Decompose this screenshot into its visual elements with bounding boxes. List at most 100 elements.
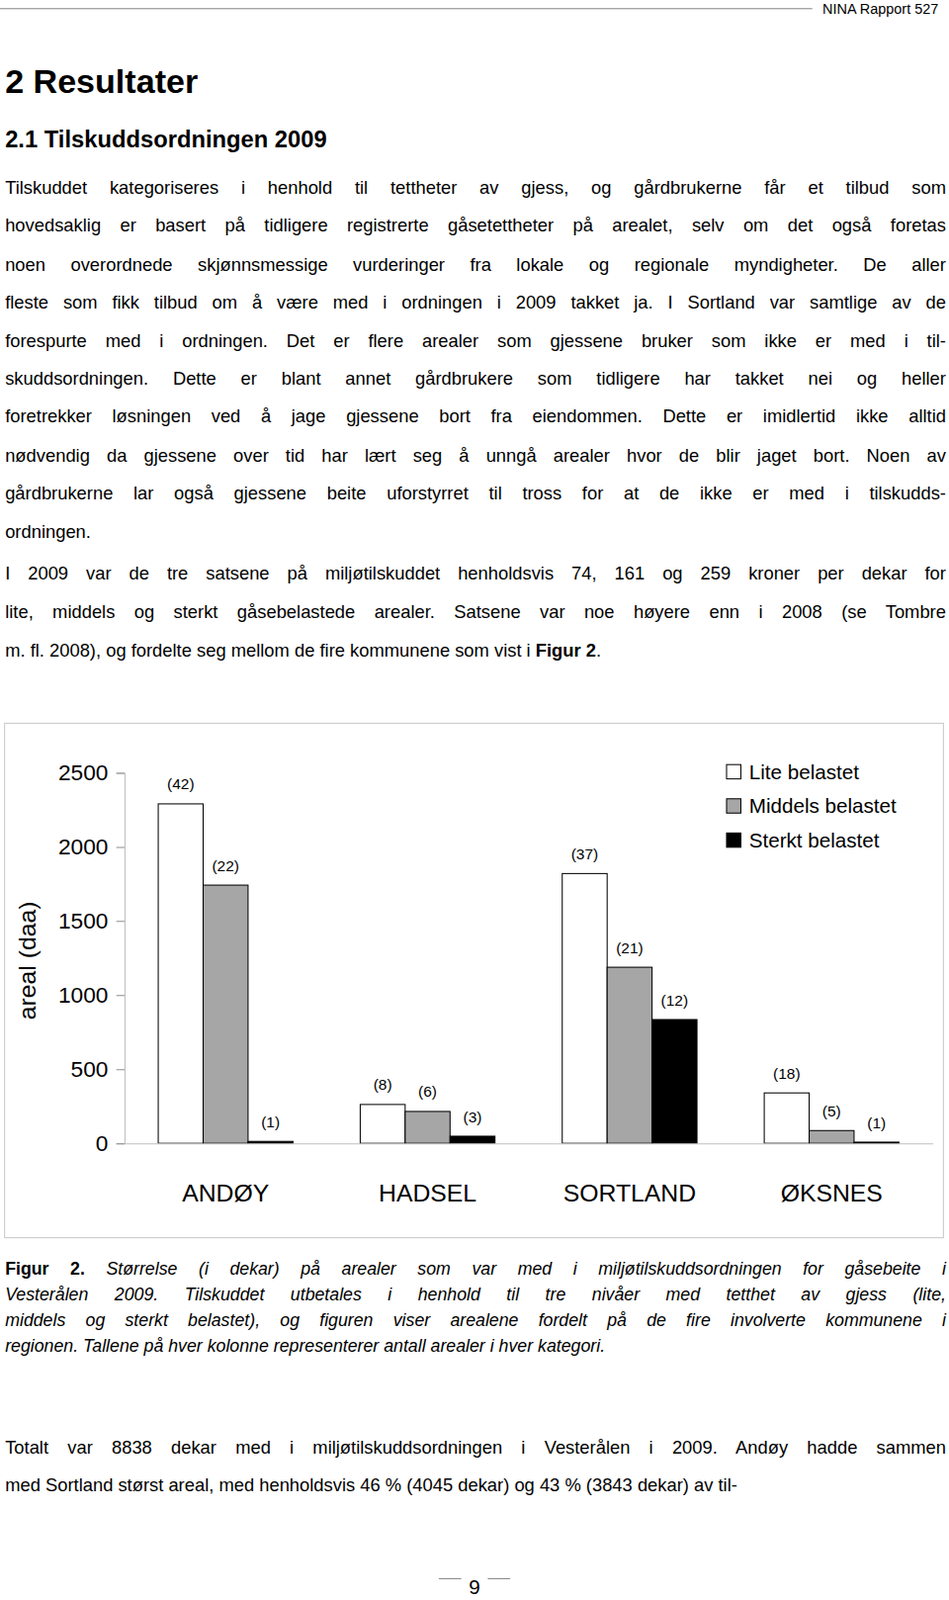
count-label: (42) — [167, 775, 195, 792]
tick: 2500 — [58, 759, 125, 785]
text-line: Figur 2. Størrelse (i dekar) på arealer … — [4, 1256, 947, 1283]
count-label: (18) — [773, 1064, 801, 1082]
tick-mark — [116, 772, 125, 774]
text-line: ordningen. — [4, 513, 947, 552]
axis-line — [116, 773, 126, 1144]
footer-rule — [438, 1577, 462, 1579]
tick-label: HADSEL — [378, 1179, 477, 1207]
text-span: . — [596, 639, 602, 661]
bar — [562, 872, 607, 1143]
tick: ØKSNES — [780, 1142, 883, 1207]
legend-label: Lite belastet — [749, 760, 860, 783]
bar — [359, 1104, 405, 1143]
count-label: (22) — [211, 857, 240, 874]
legend-swatch — [726, 764, 741, 778]
tick-label: ANDØY — [181, 1179, 269, 1207]
tick: 500 — [71, 1055, 125, 1082]
text-line: fleste som fikk tilbud om å være med i o… — [4, 283, 947, 323]
tick: ANDØY — [181, 1142, 269, 1207]
bar — [449, 1135, 495, 1143]
bar — [854, 1141, 899, 1143]
text-line: Tilskuddet kategoriseres i henhold til t… — [4, 169, 947, 208]
bold-text: Figur 2 — [535, 639, 597, 661]
footer-rule — [487, 1577, 511, 1579]
page-number: 9 — [464, 1575, 486, 1599]
text-span: m. fl. 2008), og fordelte seg mellom de … — [4, 639, 536, 661]
text-line: nødvendig da gjessene over tid har lært … — [4, 436, 947, 476]
text-line: I 2009 var de tre satsene på miljøtilsku… — [4, 555, 947, 595]
tick-label: 0 — [95, 1129, 109, 1156]
bar — [405, 1111, 450, 1143]
count-label: (37) — [571, 845, 600, 863]
legend-item: Middels belastet — [726, 793, 897, 817]
paragraph: I 2009 var de tre satsene på miljøtilsku… — [4, 555, 947, 671]
tick-label: 2500 — [58, 759, 109, 785]
text-line: hovedsaklig er basert på tidligere regis… — [4, 207, 947, 247]
bold-text: Figur 2. — [4, 1258, 86, 1280]
text-line: forespurte med i ordningen. Det er flere… — [4, 322, 947, 361]
legend-item: Sterkt belastet — [726, 828, 880, 852]
paragraph: Totalt var 8838 dekar med i miljøtilskud… — [4, 1428, 947, 1505]
y-axis: 0 500 1000 1500 2000 2500 — [58, 759, 126, 1156]
count-label: (5) — [822, 1102, 842, 1120]
tick: HADSEL — [378, 1142, 477, 1207]
tick-mark — [116, 920, 125, 922]
count-label: (1) — [866, 1114, 886, 1131]
chart: 0 500 1000 1500 2000 2500 ANDØY HADSEL SORTLAND Ø… — [4, 723, 944, 1237]
axis-line — [124, 1142, 934, 1144]
chart-frame: 0 500 1000 1500 2000 2500 ANDØY HADSEL SORTLAND Ø… — [3, 722, 945, 1238]
bar — [202, 884, 248, 1143]
text-line: skuddsordningen. Dette er blant annet gå… — [4, 359, 947, 399]
count-label: (1) — [260, 1113, 280, 1130]
tick-mark — [116, 994, 125, 996]
text-line: gårdbrukerne lar også gjessene beite ufo… — [4, 474, 947, 514]
bar — [764, 1092, 809, 1143]
tick-label: 2000 — [58, 833, 109, 860]
tick: 1000 — [58, 981, 125, 1008]
bar — [652, 1019, 697, 1143]
count-label: (21) — [615, 939, 644, 956]
tick-mark — [116, 1142, 125, 1144]
text-line: med Sortland størst areal, med henholdsv… — [4, 1466, 947, 1506]
running-header: NINA Rapport 527 — [822, 0, 939, 19]
text-line: lite, middels og sterkt gåsebelastede ar… — [4, 593, 947, 632]
tick-label: 500 — [71, 1055, 109, 1082]
count-label: (8) — [373, 1075, 393, 1093]
count-labels: (42) (8) (37) (18) (22) (6) (21) (5) (1) (3) (12) (… — [167, 775, 886, 1130]
legend: Lite belastet Middels belastet Sterkt bela… — [726, 760, 897, 852]
text-line: Totalt var 8838 dekar med i miljøtilskud… — [4, 1428, 947, 1467]
bar — [809, 1129, 855, 1143]
count-label: (3) — [463, 1108, 483, 1125]
tick-label: SORTLAND — [563, 1179, 696, 1207]
text-line: foretrekker løsningen ved å jage gjessen… — [4, 398, 947, 437]
legend-swatch — [726, 798, 741, 813]
tick: 1500 — [58, 907, 125, 934]
legend-label: Middels belastet — [749, 793, 897, 817]
tick: 0 — [95, 1129, 125, 1156]
tick: 2000 — [58, 833, 125, 860]
x-axis: ANDØY HADSEL SORTLAND ØKSNES — [124, 1142, 934, 1207]
count-label: (6) — [418, 1082, 437, 1100]
text-line: noen overordnede skjønnsmessige vurderin… — [4, 246, 947, 285]
subheading: 2.1 Tilskuddsordningen 2009 — [4, 124, 327, 154]
count-label: (12) — [661, 991, 690, 1009]
text-span: Størrelse (i dekar) på arealer som var m… — [85, 1258, 947, 1280]
bars — [158, 803, 899, 1143]
legend-label: Sterkt belastet — [749, 828, 880, 852]
legend-swatch — [726, 832, 741, 847]
figure-caption: Figur 2. Størrelse (i dekar) på arealer … — [4, 1256, 947, 1359]
bar — [158, 803, 203, 1143]
bar — [248, 1140, 293, 1143]
tick-mark — [116, 846, 125, 848]
tick-label: 1000 — [58, 981, 109, 1008]
text-line: Vesterålen 2009. Tilskuddet utbetales i … — [4, 1282, 947, 1308]
legend-item: Lite belastet — [726, 760, 860, 783]
bar — [606, 966, 652, 1143]
heading: 2 Resultater — [4, 61, 198, 102]
tick: SORTLAND — [563, 1142, 696, 1207]
text-line: m. fl. 2008), og fordelte seg mellom de … — [4, 631, 947, 671]
tick-label: ØKSNES — [780, 1179, 883, 1207]
text-line: middels og sterkt belastet), og figuren … — [4, 1306, 947, 1333]
text-line: regionen. Tallene på hver kolonne repres… — [4, 1332, 947, 1359]
paragraph: Tilskuddet kategoriseres i henhold til t… — [4, 169, 947, 551]
